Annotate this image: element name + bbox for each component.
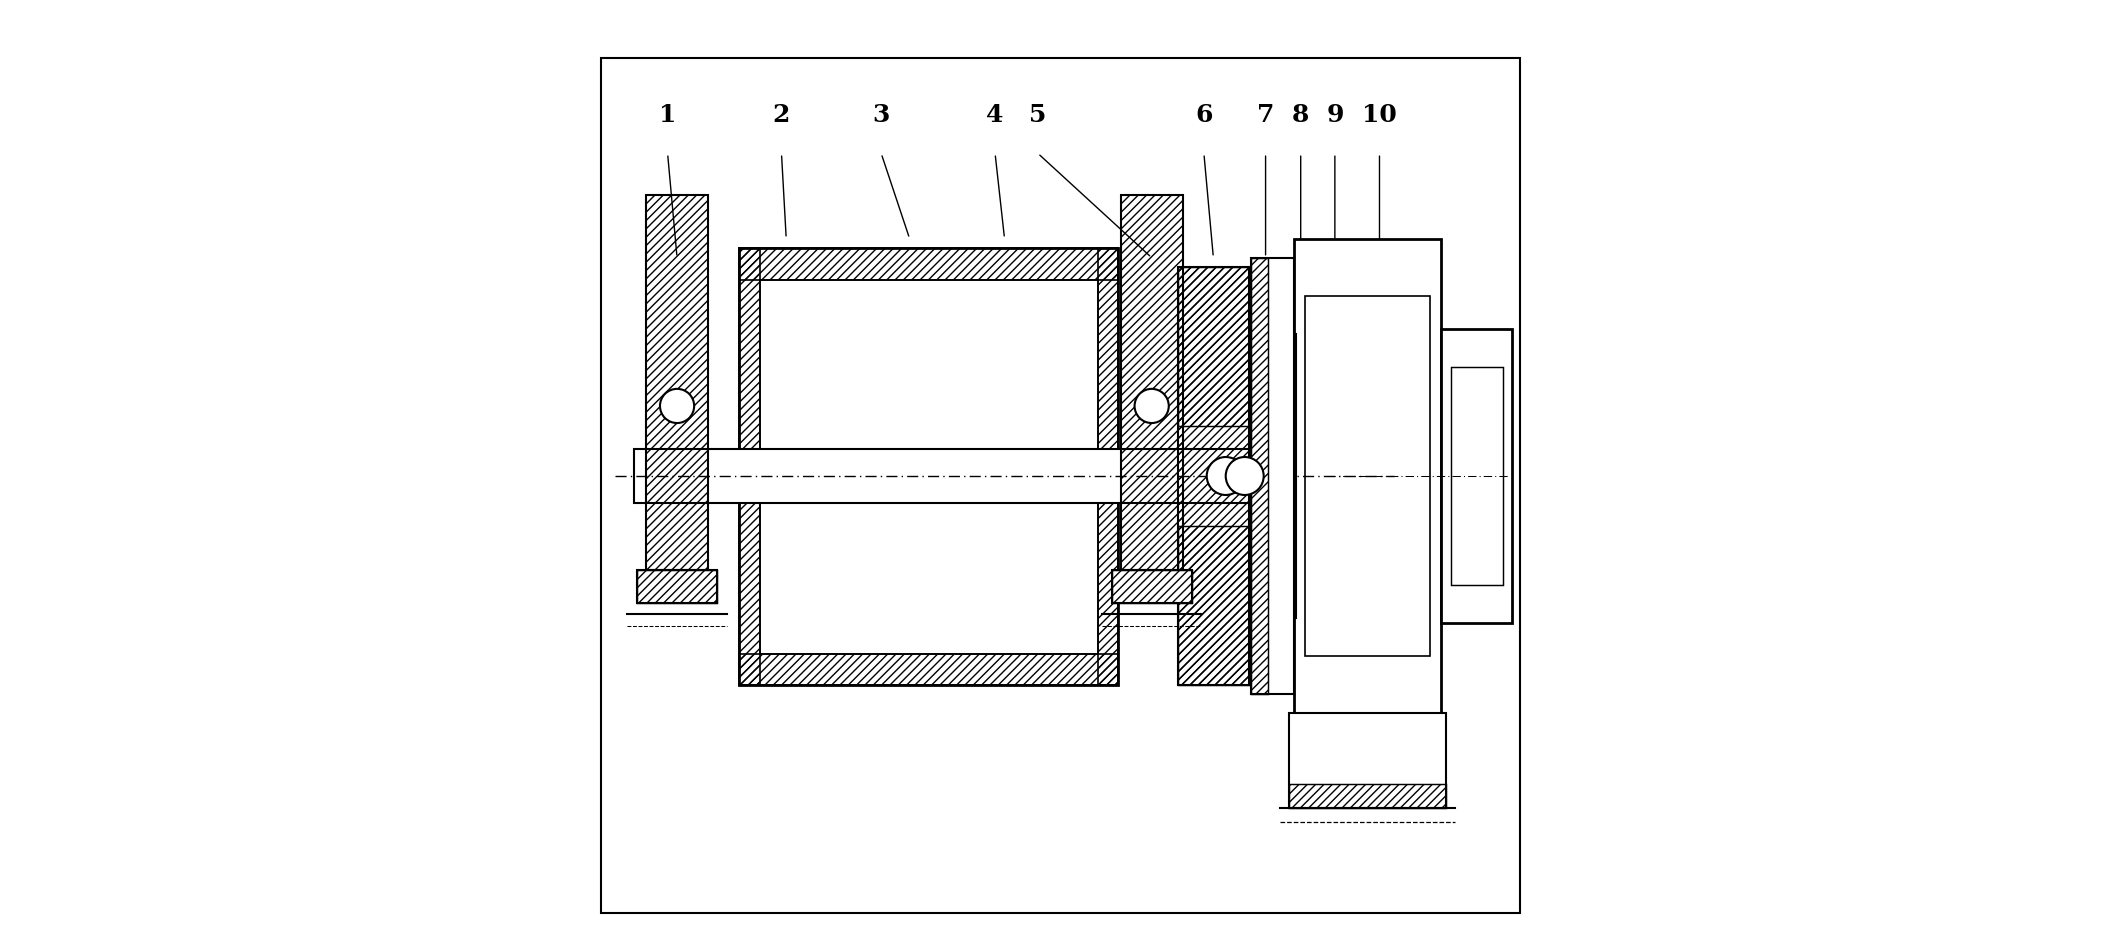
Bar (1276, 333, 1295, 619)
Bar (1112, 570, 1191, 603)
Bar (739, 653, 1119, 684)
Bar (760, 280, 1098, 653)
Text: 3: 3 (873, 104, 890, 128)
Bar (1289, 713, 1446, 808)
Text: 2: 2 (773, 104, 790, 128)
Bar (637, 570, 718, 603)
Circle shape (1225, 457, 1263, 495)
Bar (739, 248, 1119, 684)
Text: 1: 1 (658, 104, 677, 128)
Text: 4: 4 (987, 104, 1004, 128)
Bar (1112, 570, 1191, 603)
Bar (1178, 526, 1248, 684)
Text: 7: 7 (1257, 104, 1274, 128)
Bar (637, 570, 718, 603)
Bar (739, 248, 1119, 280)
Bar (1098, 248, 1119, 684)
Bar (1289, 784, 1446, 808)
Bar (645, 194, 707, 570)
Text: 9: 9 (1327, 104, 1344, 128)
Bar (739, 248, 760, 684)
Bar (1442, 328, 1512, 624)
Circle shape (660, 388, 694, 423)
Bar (1306, 296, 1429, 656)
Bar (635, 449, 1327, 503)
Text: 6: 6 (1195, 104, 1212, 128)
Bar (1121, 194, 1183, 570)
Bar (1250, 258, 1267, 694)
Circle shape (1206, 457, 1244, 495)
Text: 10: 10 (1363, 104, 1397, 128)
Text: 5: 5 (1030, 104, 1047, 128)
Bar (1250, 258, 1295, 694)
Bar (1178, 268, 1248, 684)
Text: 8: 8 (1293, 104, 1310, 128)
Circle shape (1134, 388, 1170, 423)
Bar (1450, 367, 1503, 585)
Bar (1178, 268, 1248, 426)
Bar (1295, 239, 1442, 713)
